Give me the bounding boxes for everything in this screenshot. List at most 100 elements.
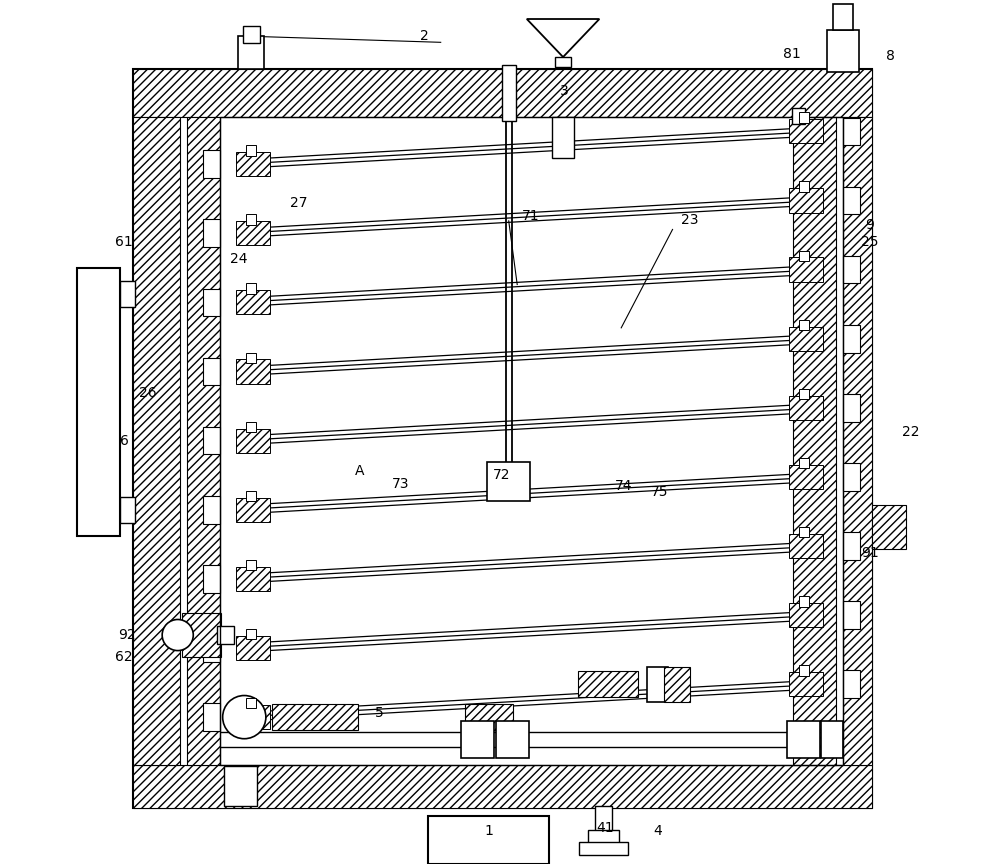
- Bar: [246, 214, 256, 225]
- Text: 75: 75: [651, 486, 669, 499]
- Bar: [133, 117, 180, 765]
- Bar: [237, 118, 821, 764]
- Bar: [246, 145, 256, 156]
- Bar: [789, 188, 823, 213]
- Bar: [799, 665, 809, 676]
- Bar: [799, 389, 809, 399]
- Bar: [843, 394, 860, 422]
- Text: 6: 6: [120, 434, 129, 448]
- Bar: [789, 465, 823, 489]
- Bar: [792, 108, 805, 124]
- Text: 81: 81: [783, 47, 801, 60]
- Bar: [203, 496, 220, 524]
- Bar: [789, 672, 823, 696]
- Bar: [588, 830, 619, 844]
- Bar: [555, 57, 571, 67]
- Bar: [799, 527, 809, 537]
- Bar: [465, 704, 513, 730]
- Bar: [428, 816, 549, 864]
- Bar: [203, 358, 220, 385]
- Text: 41: 41: [597, 821, 614, 835]
- Bar: [133, 69, 872, 117]
- Bar: [203, 427, 220, 454]
- Bar: [120, 281, 135, 307]
- Bar: [799, 320, 809, 330]
- Polygon shape: [527, 19, 599, 57]
- Bar: [789, 327, 823, 351]
- Text: A: A: [355, 464, 365, 478]
- Text: 22: 22: [902, 425, 919, 439]
- Bar: [843, 256, 860, 283]
- Bar: [578, 671, 638, 697]
- Bar: [246, 283, 256, 294]
- Bar: [236, 359, 270, 384]
- Bar: [203, 703, 220, 731]
- Bar: [843, 118, 860, 145]
- Bar: [236, 221, 270, 245]
- Bar: [833, 4, 853, 30]
- Bar: [789, 257, 823, 282]
- Bar: [187, 117, 220, 765]
- Bar: [224, 766, 257, 806]
- Bar: [799, 181, 809, 192]
- Bar: [843, 463, 860, 491]
- Bar: [133, 69, 872, 808]
- Bar: [664, 667, 690, 702]
- Bar: [579, 842, 628, 855]
- Text: 9: 9: [865, 218, 874, 232]
- Bar: [461, 721, 494, 758]
- Bar: [787, 721, 820, 758]
- Bar: [133, 765, 872, 808]
- Bar: [182, 613, 221, 657]
- Bar: [243, 26, 260, 43]
- Text: 3: 3: [560, 84, 569, 98]
- Bar: [246, 698, 256, 708]
- Bar: [647, 667, 668, 702]
- Bar: [799, 251, 809, 261]
- Text: 23: 23: [681, 213, 699, 227]
- Text: 62: 62: [115, 650, 133, 664]
- Bar: [843, 601, 860, 629]
- Bar: [799, 112, 809, 123]
- Text: 2: 2: [420, 29, 428, 43]
- Bar: [799, 458, 809, 468]
- Text: 25: 25: [861, 235, 879, 249]
- Bar: [246, 353, 256, 363]
- Bar: [236, 152, 270, 176]
- Bar: [203, 634, 220, 662]
- Bar: [595, 806, 612, 832]
- Bar: [203, 150, 220, 178]
- Bar: [246, 422, 256, 432]
- Circle shape: [223, 696, 266, 739]
- Bar: [246, 491, 256, 501]
- Bar: [203, 565, 220, 593]
- Bar: [203, 219, 220, 247]
- Circle shape: [162, 619, 193, 651]
- Bar: [789, 534, 823, 558]
- Bar: [872, 505, 906, 549]
- Bar: [789, 603, 823, 627]
- Bar: [246, 629, 256, 639]
- Bar: [496, 721, 529, 758]
- Bar: [236, 636, 270, 660]
- Bar: [120, 497, 135, 523]
- Text: 61: 61: [115, 235, 133, 249]
- Text: 5: 5: [375, 706, 383, 720]
- Bar: [799, 596, 809, 607]
- Bar: [827, 30, 859, 72]
- Text: 26: 26: [139, 386, 156, 400]
- Bar: [246, 560, 256, 570]
- Text: 92: 92: [118, 628, 136, 642]
- Bar: [821, 721, 843, 758]
- Text: 73: 73: [392, 477, 409, 491]
- Text: 74: 74: [615, 479, 632, 492]
- Bar: [203, 289, 220, 316]
- Bar: [272, 704, 358, 730]
- Text: 71: 71: [521, 209, 539, 223]
- Bar: [843, 187, 860, 214]
- Bar: [789, 396, 823, 420]
- Text: 1: 1: [484, 824, 493, 838]
- Bar: [236, 705, 270, 729]
- Bar: [843, 325, 860, 353]
- Text: 4: 4: [653, 824, 662, 838]
